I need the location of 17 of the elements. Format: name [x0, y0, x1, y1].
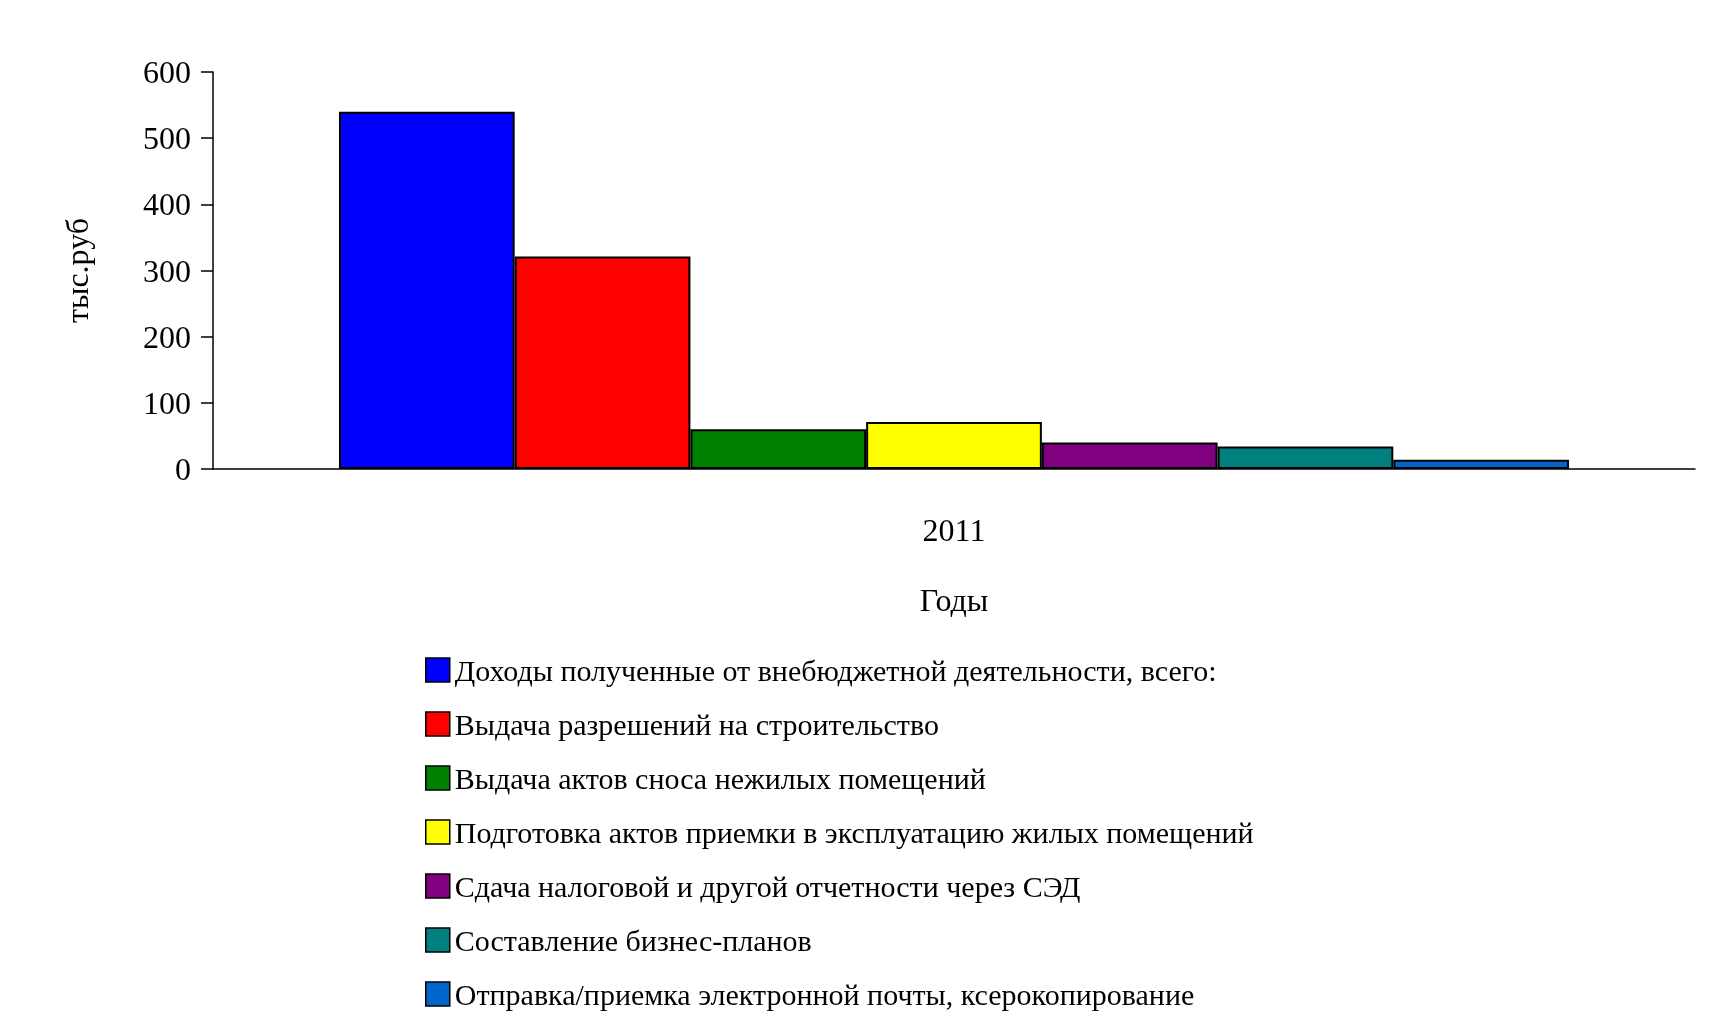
legend-label: Составление бизнес-планов [454, 923, 812, 957]
y-axis-title: тыс.руб [59, 217, 95, 324]
legend-label: Отправка/приемка электронной почты, ксерокопирование [454, 977, 1195, 1011]
y-tick-label: 200 [143, 318, 191, 355]
legend-label: Подготовка актов приемки в эксплуатацию жилых помещений [454, 815, 1254, 849]
legend-label: Выдача актов сноса нежилых помещений [454, 761, 986, 795]
legend-label: Выдача разрешений на строительство [454, 707, 939, 741]
y-tick-label: 500 [143, 120, 191, 157]
y-tick-label: 0 [175, 451, 191, 487]
y-tick-label: 100 [143, 384, 191, 421]
y-tick-label: 300 [143, 252, 191, 289]
x-tick-label: 2011 [922, 512, 986, 548]
legend-label: Сдача налоговой и другой отчетности через СЭД [454, 869, 1081, 903]
legend-label: Доходы полученные от внебюджетной деятельности, всего: [454, 653, 1217, 687]
y-tick-label: 600 [143, 54, 191, 90]
x-axis-title: Годы [919, 582, 989, 618]
y-tick-label: 400 [143, 186, 191, 223]
